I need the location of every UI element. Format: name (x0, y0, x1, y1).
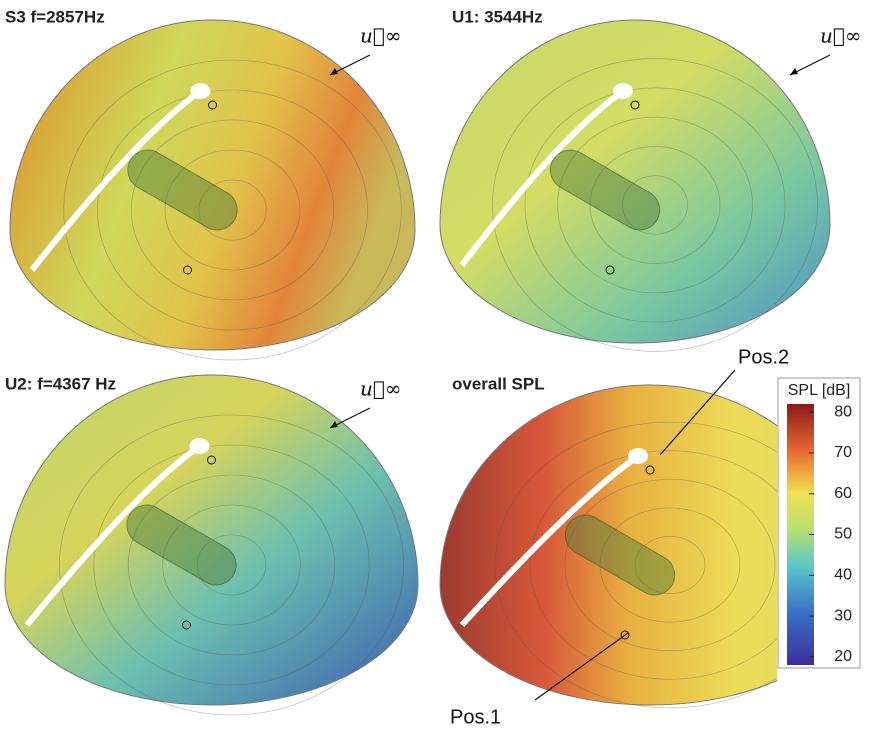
figure: S3 f=2857Hz u⃗∞ U1: 3544Hz u⃗∞ U2: f=4367 Hz… (0, 0, 874, 731)
panel-title: U1: 3544Hz (452, 7, 543, 26)
panel (10, 20, 415, 360)
pos-label: Pos.1 (450, 706, 501, 728)
colorbar-tick-label: 40 (834, 567, 852, 584)
colorbar-tick-label: 70 (834, 444, 852, 461)
colorbar-tick-label: 20 (834, 648, 852, 665)
probe-tip (628, 448, 648, 464)
flow-label: u⃗∞ (360, 377, 402, 401)
panel (5, 375, 418, 715)
colorbar-tick-label: 60 (834, 485, 852, 502)
probe-tip (191, 83, 211, 99)
panel-title: U2: f=4367 Hz (5, 374, 116, 393)
probe-tip (190, 438, 210, 454)
panel-title: S3 f=2857Hz (5, 7, 105, 26)
panel (440, 20, 830, 351)
probe-tip (613, 83, 633, 99)
flow-label: u⃗∞ (820, 24, 862, 48)
colorbar-tick-label: 30 (834, 607, 852, 624)
colorbar-tick-label: 80 (834, 403, 852, 420)
panel-title: overall SPL (452, 374, 545, 393)
colorbar-label: SPL [dB] (788, 382, 851, 399)
colorbar-tick-label: 50 (834, 526, 852, 543)
pos-label: Pos.2 (738, 346, 789, 368)
flow-label: u⃗∞ (360, 24, 402, 48)
